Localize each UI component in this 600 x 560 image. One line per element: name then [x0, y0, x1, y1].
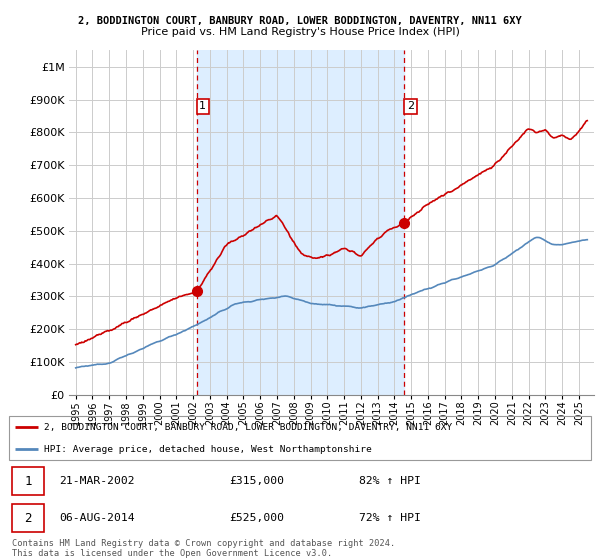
Text: 82% ↑ HPI: 82% ↑ HPI [359, 477, 421, 486]
Text: 2: 2 [24, 512, 32, 525]
Text: £525,000: £525,000 [229, 514, 284, 523]
Text: 72% ↑ HPI: 72% ↑ HPI [359, 514, 421, 523]
Text: 2, BODDINGTON COURT, BANBURY ROAD, LOWER BODDINGTON, DAVENTRY, NN11 6XY: 2, BODDINGTON COURT, BANBURY ROAD, LOWER… [44, 423, 452, 432]
Text: 2, BODDINGTON COURT, BANBURY ROAD, LOWER BODDINGTON, DAVENTRY, NN11 6XY: 2, BODDINGTON COURT, BANBURY ROAD, LOWER… [78, 16, 522, 26]
Text: £315,000: £315,000 [229, 477, 284, 486]
Text: Contains HM Land Registry data © Crown copyright and database right 2024.
This d: Contains HM Land Registry data © Crown c… [12, 539, 395, 558]
Text: 21-MAR-2002: 21-MAR-2002 [59, 477, 134, 486]
Text: Price paid vs. HM Land Registry's House Price Index (HPI): Price paid vs. HM Land Registry's House … [140, 27, 460, 37]
Text: 1: 1 [199, 101, 206, 111]
Bar [197, 50, 404, 395]
Text: 1: 1 [24, 475, 32, 488]
Text: 2: 2 [407, 101, 414, 111]
Text: HPI: Average price, detached house, West Northamptonshire: HPI: Average price, detached house, West… [44, 445, 372, 454]
Text: 06-AUG-2014: 06-AUG-2014 [59, 514, 134, 523]
